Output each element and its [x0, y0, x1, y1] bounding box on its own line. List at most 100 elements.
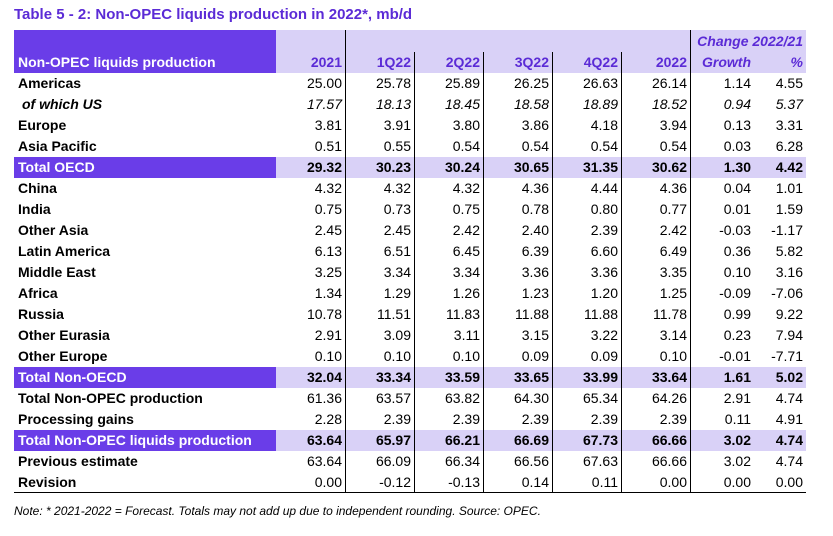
value-cell: 2.39: [621, 409, 690, 430]
value-cell: 3.81: [314, 117, 342, 133]
table-row: Other Asia 2.45 2.45 2.42 2.40 2.39 2.42 -0.03-…: [14, 220, 806, 241]
value-cell: 61.36: [306, 390, 342, 406]
value-cell: 0.00: [276, 472, 345, 493]
row-label: Russia: [18, 306, 64, 322]
row-label: Previous estimate: [18, 453, 138, 469]
value-cell: 33.65: [483, 367, 552, 388]
value-cell: 1.34: [314, 285, 342, 301]
value-cell: 3.09: [345, 325, 414, 346]
value-cell: 33.64: [621, 367, 690, 388]
growth-cell: 0.11: [690, 409, 754, 430]
value-cell: 18.58: [483, 94, 552, 115]
growth-cell: 0.94: [690, 94, 754, 115]
pct-cell: 4.42: [754, 157, 806, 178]
growth-cell: 1.61: [690, 367, 754, 388]
pct-cell: 4.74: [775, 390, 803, 406]
value-cell: 3.22: [552, 325, 621, 346]
table-row: of which US 17.57 18.13 18.45 18.58 18.89 18.5…: [14, 94, 806, 115]
value-cell: 0.10: [314, 348, 342, 364]
value-cell: 2.39: [483, 409, 552, 430]
value-cell: 4.36: [483, 178, 552, 199]
value-cell: 2.39: [414, 409, 483, 430]
value-cell: 11.88: [552, 304, 621, 325]
growth-cell: 0.10: [690, 262, 754, 283]
value-cell: 67.73: [552, 430, 621, 451]
table-row: Americas 25.00 25.78 25.89 26.25 26.63 26.14 1.…: [14, 73, 806, 94]
pct-cell: 3.16: [775, 264, 803, 280]
row-label: Revision: [14, 472, 276, 493]
table-row: Africa 1.34 1.29 1.26 1.23 1.20 1.25 -0.09 -7.06: [14, 283, 806, 304]
pct-header: %: [754, 52, 806, 73]
table-row: Other Europe 0.10 0.10 0.10 0.09 0.09 0.10 -0.0…: [14, 346, 806, 367]
pct-cell: 5.82: [775, 243, 803, 259]
value-cell: 30.62: [621, 157, 690, 178]
value-cell: -0.13: [414, 472, 483, 493]
pct-cell: 4.74: [775, 453, 803, 469]
pct-cell: 4.74: [754, 430, 806, 451]
table-row: Total OECD 29.32 30.23 30.24 30.65 31.35 30.62…: [14, 157, 806, 178]
pct-cell: 5.37: [775, 96, 803, 112]
growth-header: Growth: [690, 52, 754, 73]
growth-cell: 0.36: [690, 241, 754, 262]
value-cell: 25.00: [306, 75, 342, 91]
value-cell: 0.09: [483, 346, 552, 367]
value-cell: 6.39: [483, 241, 552, 262]
row-label: India: [18, 201, 51, 217]
value-cell: 25.89: [414, 73, 483, 94]
pct-cell: 4.91: [775, 411, 803, 427]
value-cell: 3.25: [314, 264, 342, 280]
row-label: Africa: [18, 285, 58, 301]
change-header: Change 2022/21: [690, 30, 806, 52]
pct-cell: 5.02: [754, 367, 806, 388]
value-cell: 2.39: [552, 409, 621, 430]
value-cell: 0.00: [621, 472, 690, 493]
value-cell: 66.09: [345, 451, 414, 472]
value-cell: 26.25: [483, 73, 552, 94]
value-cell: 0.10: [621, 346, 690, 367]
value-cell: 2.42: [414, 220, 483, 241]
column-header: 2Q22: [414, 52, 483, 73]
value-cell: 1.26: [414, 283, 483, 304]
table-title: Table 5 - 2: Non-OPEC liquids production…: [14, 6, 413, 23]
value-cell: 11.78: [621, 304, 690, 325]
column-header: 2022: [621, 52, 690, 73]
header-corner: [14, 30, 276, 52]
pct-cell: 3.31: [775, 117, 803, 133]
value-cell: 65.97: [345, 430, 414, 451]
value-cell: 2.45: [345, 220, 414, 241]
value-cell: 2.45: [314, 222, 342, 238]
value-cell: 0.51: [314, 138, 342, 154]
row-label: Europe: [18, 117, 67, 133]
value-cell: 2.40: [483, 220, 552, 241]
production-table: Change 2022/21 Non-OPEC liquids producti…: [14, 30, 806, 493]
value-cell: 66.34: [414, 451, 483, 472]
table-row: Middle East 3.25 3.34 3.34 3.36 3.36 3.35 0.10 3…: [14, 262, 806, 283]
value-cell: 17.57: [306, 96, 342, 112]
value-cell: 0.77: [621, 199, 690, 220]
growth-cell: 3.02: [690, 451, 754, 472]
value-cell: 3.14: [621, 325, 690, 346]
table-row: Total Non-OECD 32.04 33.34 33.59 33.65 33.99 3…: [14, 367, 806, 388]
value-cell: 67.63: [552, 451, 621, 472]
pct-cell: 0.00: [754, 472, 806, 493]
value-cell: 0.80: [552, 199, 621, 220]
row-label: Total Non-OPEC production: [18, 390, 203, 406]
value-cell: 2.91: [314, 327, 342, 343]
value-cell: 18.52: [621, 94, 690, 115]
row-label: Total Non-OPEC liquids production: [14, 430, 276, 451]
value-cell: 6.45: [414, 241, 483, 262]
growth-cell: 0.00: [690, 472, 754, 493]
value-cell: 3.80: [414, 115, 483, 136]
table-row: Asia Pacific 0.51 0.55 0.54 0.54 0.54 0.54 0.03…: [14, 136, 806, 157]
growth-cell: -0.09: [690, 283, 754, 304]
pct-cell: 4.55: [775, 75, 803, 91]
value-cell: 65.34: [552, 388, 621, 409]
value-cell: 31.35: [552, 157, 621, 178]
value-cell: 18.13: [345, 94, 414, 115]
value-cell: 1.20: [552, 283, 621, 304]
column-header: 1Q22: [345, 52, 414, 73]
value-cell: 6.60: [552, 241, 621, 262]
value-cell: 66.66: [621, 451, 690, 472]
row-label: of which US: [22, 96, 103, 112]
value-cell: 4.44: [552, 178, 621, 199]
